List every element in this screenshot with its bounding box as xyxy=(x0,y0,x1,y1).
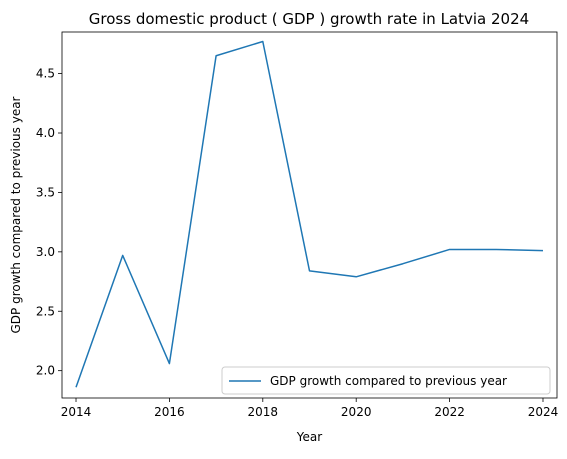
x-tick-label: 2020 xyxy=(341,405,372,419)
y-tick-label: 4.5 xyxy=(36,67,55,81)
x-tick-label: 2018 xyxy=(248,405,279,419)
x-tick-label: 2016 xyxy=(154,405,185,419)
axis-ticks: 2014 2016 2018 2020 2022 2024 2.0 2.5 3.0 3.5 4.0 4… xyxy=(36,67,558,419)
x-tick-label: 2024 xyxy=(528,405,559,419)
y-tick-label: 2.5 xyxy=(36,304,55,318)
y-tick-label: 3.5 xyxy=(36,185,55,199)
legend-label: GDP growth compared to previous year xyxy=(270,374,507,388)
y-tick-label: 2.0 xyxy=(36,364,55,378)
y-tick-label: 3.0 xyxy=(36,245,55,259)
chart-title: Gross domestic product ( GDP ) growth ra… xyxy=(89,10,529,28)
y-axis-label: GDP growth compared to previous year xyxy=(9,96,23,333)
plot-area xyxy=(62,32,557,398)
legend-box xyxy=(221,366,551,395)
x-axis-label: Year xyxy=(296,430,322,444)
series-group xyxy=(75,40,544,388)
x-tick-label: 2014 xyxy=(61,405,92,419)
x-tick-label: 2022 xyxy=(434,405,465,419)
series-line xyxy=(75,40,544,388)
plot-frame xyxy=(61,31,558,399)
y-tick-label: 4.0 xyxy=(36,126,55,140)
legend: GDP growth compared to previous year xyxy=(221,366,551,395)
